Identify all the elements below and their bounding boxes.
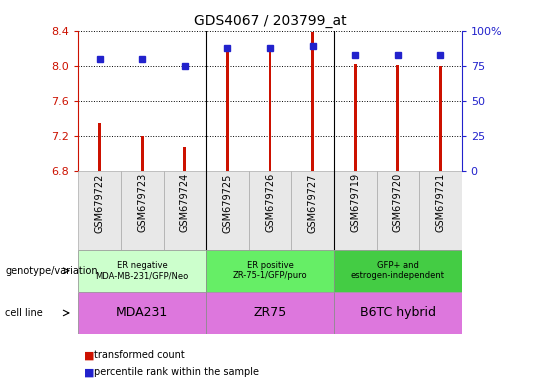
Bar: [226, 46, 229, 171]
Bar: [164, 171, 206, 250]
Text: cell line: cell line: [5, 308, 43, 318]
Text: ■: ■: [84, 367, 94, 377]
Bar: [78, 292, 206, 334]
Text: GSM679720: GSM679720: [393, 173, 403, 232]
Bar: [354, 64, 357, 171]
Bar: [396, 65, 399, 171]
Text: GSM679722: GSM679722: [94, 173, 105, 233]
Text: ER negative
MDA-MB-231/GFP/Neo: ER negative MDA-MB-231/GFP/Neo: [96, 261, 189, 280]
Bar: [334, 171, 376, 250]
Bar: [121, 171, 164, 250]
Text: transformed count: transformed count: [94, 350, 185, 360]
Bar: [419, 171, 462, 250]
Bar: [141, 136, 144, 171]
Bar: [206, 250, 334, 292]
Text: MDA231: MDA231: [116, 306, 168, 319]
Text: genotype/variation: genotype/variation: [5, 266, 98, 276]
Text: GSM679721: GSM679721: [435, 173, 445, 232]
Text: percentile rank within the sample: percentile rank within the sample: [94, 367, 260, 377]
Bar: [206, 171, 249, 250]
Bar: [439, 66, 442, 171]
Text: B6TC hybrid: B6TC hybrid: [360, 306, 436, 319]
Text: ER positive
ZR-75-1/GFP/puro: ER positive ZR-75-1/GFP/puro: [233, 261, 307, 280]
Bar: [334, 292, 462, 334]
Text: GSM679725: GSM679725: [222, 173, 232, 233]
Bar: [78, 171, 121, 250]
Text: GSM679727: GSM679727: [308, 173, 318, 233]
Text: GSM679723: GSM679723: [137, 173, 147, 232]
Bar: [78, 250, 206, 292]
Bar: [183, 147, 186, 171]
Bar: [268, 47, 272, 171]
Text: GSM679724: GSM679724: [180, 173, 190, 232]
Title: GDS4067 / 203799_at: GDS4067 / 203799_at: [194, 14, 346, 28]
Bar: [206, 292, 334, 334]
Text: ■: ■: [84, 350, 94, 360]
Text: ZR75: ZR75: [253, 306, 287, 319]
Text: GSM679726: GSM679726: [265, 173, 275, 232]
Bar: [311, 33, 314, 171]
Bar: [249, 171, 291, 250]
Bar: [291, 171, 334, 250]
Text: GFP+ and
estrogen-independent: GFP+ and estrogen-independent: [351, 261, 445, 280]
Bar: [334, 250, 462, 292]
Bar: [376, 171, 419, 250]
Text: GSM679719: GSM679719: [350, 173, 360, 232]
Bar: [98, 123, 101, 171]
